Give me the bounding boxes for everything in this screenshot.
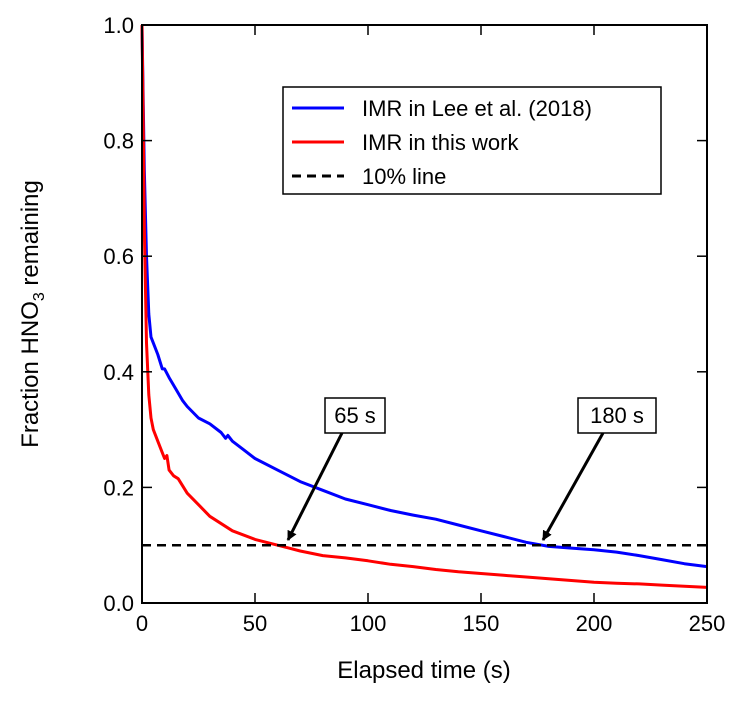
y-tick-label: 0.0	[103, 591, 134, 616]
annotation-box-1	[324, 397, 386, 434]
legend-label-1: IMR in Lee et al. (2018)	[362, 96, 592, 121]
annotation-arrow-2	[541, 432, 605, 541]
x-tick-label: 100	[350, 611, 387, 636]
legend-label-3: 10% line	[362, 164, 446, 189]
y-axis-title-main: Fraction HNO	[17, 301, 44, 448]
axes	[141, 24, 708, 604]
x-tick-label: 200	[576, 611, 613, 636]
series-line-1	[140, 24, 708, 569]
annotation-label-2: 180 s	[590, 403, 644, 428]
x-axis-title: Elapsed time (s)	[337, 657, 510, 684]
ticks: 0 50 100 150 200 250 0.0 0.2 0.4 0.6 0.8 1.0	[103, 13, 725, 636]
plot-area	[140, 24, 708, 589]
y-tick-label: 0.2	[103, 475, 134, 500]
legend-box	[282, 86, 662, 195]
legend-label-2: IMR in this work	[362, 130, 519, 155]
x-tick-label: 0	[136, 611, 148, 636]
y-tick-label: 0.4	[103, 360, 134, 385]
y-tick-label: 1.0	[103, 13, 134, 38]
y-tick-label: 0.6	[103, 244, 134, 269]
x-tick-label: 150	[463, 611, 500, 636]
y-axis-title-subscript: 3	[31, 292, 48, 301]
legend: IMR in Lee et al. (2018) IMR in this work…	[282, 86, 662, 195]
x-tick-label: 50	[243, 611, 267, 636]
annotation-arrow-1	[286, 432, 344, 541]
x-tick-label: 250	[689, 611, 726, 636]
y-axis-title: Fraction HNO3 remaining	[17, 180, 48, 448]
plot-frame	[141, 24, 708, 604]
annotation-box-2	[577, 397, 657, 434]
series-line-2	[140, 24, 708, 589]
y-tick-label: 0.8	[103, 129, 134, 154]
annotation-label-1: 65 s	[334, 403, 376, 428]
y-axis-title-rest: remaining	[17, 180, 44, 292]
annotations: 65 s 180 s	[286, 397, 657, 541]
